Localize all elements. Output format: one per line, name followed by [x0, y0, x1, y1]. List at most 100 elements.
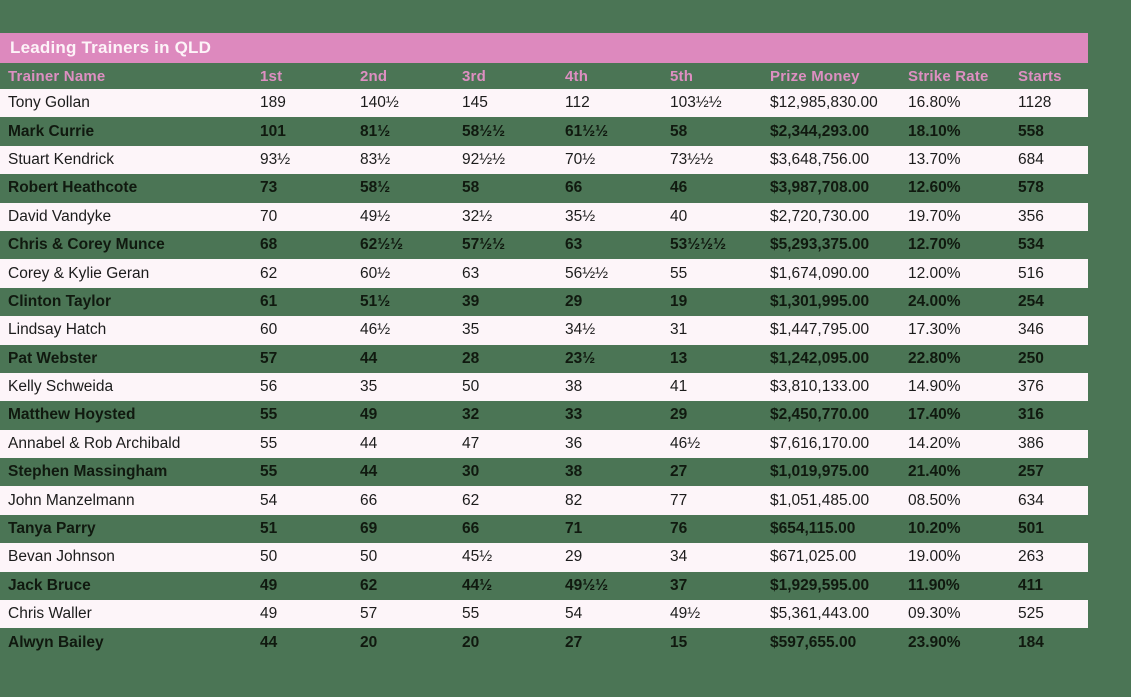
cell-prize-money: $3,987,708.00	[770, 179, 870, 197]
cell-1st: 49	[260, 576, 278, 594]
cell-1st: 62	[260, 264, 278, 282]
cell-starts: 634	[1018, 491, 1044, 509]
cell-1st: 60	[260, 321, 278, 339]
cell-3rd: 44½	[462, 576, 493, 594]
cell-strike-rate: 24.00%	[908, 292, 961, 310]
cell-1st: 57	[260, 349, 278, 367]
table-row: Pat Webster 57 44 28 23½ 13 $1,242,095.00 22.80…	[0, 345, 1088, 373]
cell-1st: 55	[260, 406, 278, 424]
cell-strike-rate: 08.50%	[908, 491, 961, 509]
cell-strike-rate: 23.90%	[908, 633, 961, 651]
cell-2nd: 49½	[360, 207, 391, 225]
table-row: Kelly Schweida 56 35 50 38 41 $3,810,133.00 14.…	[0, 372, 1088, 402]
cell-3rd: 35	[462, 321, 480, 339]
cell-prize-money: $5,361,443.00	[770, 605, 870, 623]
cell-5th: 41	[670, 378, 688, 396]
cell-2nd: 83½	[360, 150, 391, 168]
cell-4th: 63	[565, 236, 583, 254]
cell-5th: 55	[670, 264, 688, 282]
cell-2nd: 20	[360, 633, 378, 651]
cell-4th: 70½	[565, 150, 596, 168]
column-header-trainer-name: Trainer Name	[8, 67, 106, 85]
column-header-1st: 1st	[260, 67, 283, 85]
cell-4th: 38	[565, 463, 583, 481]
cell-strike-rate: 17.40%	[908, 406, 961, 424]
cell-3rd: 45½	[462, 548, 493, 566]
cell-2nd: 51½	[360, 292, 391, 310]
cell-3rd: 145	[462, 94, 488, 112]
cell-starts: 254	[1018, 292, 1044, 310]
cell-5th: 34	[670, 548, 688, 566]
cell-strike-rate: 13.70%	[908, 150, 961, 168]
cell-trainer-name: Mark Currie	[8, 122, 95, 140]
page-title: Leading Trainers in QLD	[10, 38, 212, 57]
cell-strike-rate: 18.10%	[908, 122, 961, 140]
cell-strike-rate: 16.80%	[908, 94, 961, 112]
cell-3rd: 50	[462, 378, 480, 396]
table-row: Chris & Corey Munce 68 62½½ 57½½ 63 53½½½ $5,2…	[0, 231, 1088, 259]
cell-4th: 61½½	[565, 122, 609, 140]
cell-starts: 346	[1018, 321, 1044, 339]
column-header-5th: 5th	[670, 67, 694, 85]
cell-1st: 73	[260, 179, 278, 197]
cell-2nd: 58½	[360, 179, 391, 197]
cell-4th: 27	[565, 633, 583, 651]
cell-5th: 37	[670, 576, 688, 594]
cell-1st: 51	[260, 520, 278, 538]
cell-2nd: 140½	[360, 94, 399, 112]
cell-prize-money: $654,115.00	[770, 520, 856, 538]
cell-3rd: 57½½	[462, 236, 506, 254]
cell-strike-rate: 19.70%	[908, 207, 961, 225]
cell-5th: 29	[670, 406, 688, 424]
cell-trainer-name: Stuart Kendrick	[8, 150, 114, 168]
cell-4th: 66	[565, 179, 583, 197]
cell-trainer-name: Tony Gollan	[8, 94, 90, 112]
cell-4th: 56½½	[565, 264, 609, 282]
cell-3rd: 62	[462, 491, 480, 509]
cell-trainer-name: Clinton Taylor	[8, 292, 112, 310]
cell-2nd: 49	[360, 406, 378, 424]
cell-trainer-name: Robert Heathcote	[8, 179, 138, 197]
cell-prize-money: $7,616,170.00	[770, 434, 870, 452]
table-header-row: Trainer Name 1st 2nd 3rd 4th 5th Prize M…	[0, 63, 1088, 89]
cell-starts: 516	[1018, 264, 1044, 282]
cell-2nd: 66	[360, 491, 378, 509]
cell-3rd: 55	[462, 605, 480, 623]
table-row: Jack Bruce 49 62 44½ 49½½ 37 $1,929,595.00 11.9…	[0, 572, 1088, 600]
cell-starts: 501	[1018, 520, 1044, 538]
cell-strike-rate: 12.60%	[908, 179, 961, 197]
cell-trainer-name: Corey & Kylie Geran	[8, 264, 150, 282]
cell-starts: 356	[1018, 207, 1044, 225]
cell-5th: 58	[670, 122, 688, 140]
table-row: David Vandyke 70 49½ 32½ 35½ 40 $2,720,730.00 1…	[0, 202, 1088, 231]
cell-5th: 40	[670, 207, 688, 225]
cell-1st: 54	[260, 491, 278, 509]
cell-prize-money: $2,450,770.00	[770, 406, 870, 424]
cell-4th: 34½	[565, 321, 596, 339]
cell-prize-money: $3,810,133.00	[770, 378, 870, 396]
cell-starts: 184	[1018, 633, 1044, 651]
cell-strike-rate: 10.20%	[908, 520, 961, 538]
cell-2nd: 35	[360, 378, 378, 396]
cell-starts: 250	[1018, 349, 1044, 367]
cell-starts: 684	[1018, 150, 1044, 168]
cell-trainer-name: Alwyn Bailey	[8, 633, 104, 651]
cell-starts: 1128	[1018, 94, 1052, 112]
column-header-starts: Starts	[1018, 67, 1062, 85]
table-row: John Manzelmann 54 66 62 82 77 $1,051,485.00 08…	[0, 486, 1088, 515]
cell-starts: 376	[1018, 378, 1044, 396]
cell-prize-money: $671,025.00	[770, 548, 857, 566]
cell-trainer-name: Matthew Hoysted	[8, 406, 136, 424]
cell-5th: 31	[670, 321, 688, 339]
cell-trainer-name: John Manzelmann	[8, 491, 135, 509]
cell-prize-money: $1,301,995.00	[770, 292, 870, 310]
cell-2nd: 57	[360, 605, 378, 623]
column-header-strike-rate: Strike Rate	[908, 67, 989, 85]
cell-5th: 13	[670, 349, 688, 367]
column-header-4th: 4th	[565, 67, 589, 85]
cell-starts: 316	[1018, 406, 1044, 424]
cell-2nd: 62	[360, 576, 378, 594]
cell-trainer-name: Chris & Corey Munce	[8, 236, 165, 254]
column-header-3rd: 3rd	[462, 67, 486, 85]
table-row: Corey & Kylie Geran 62 60½ 63 56½½ 55 $1,674,0…	[0, 259, 1088, 288]
